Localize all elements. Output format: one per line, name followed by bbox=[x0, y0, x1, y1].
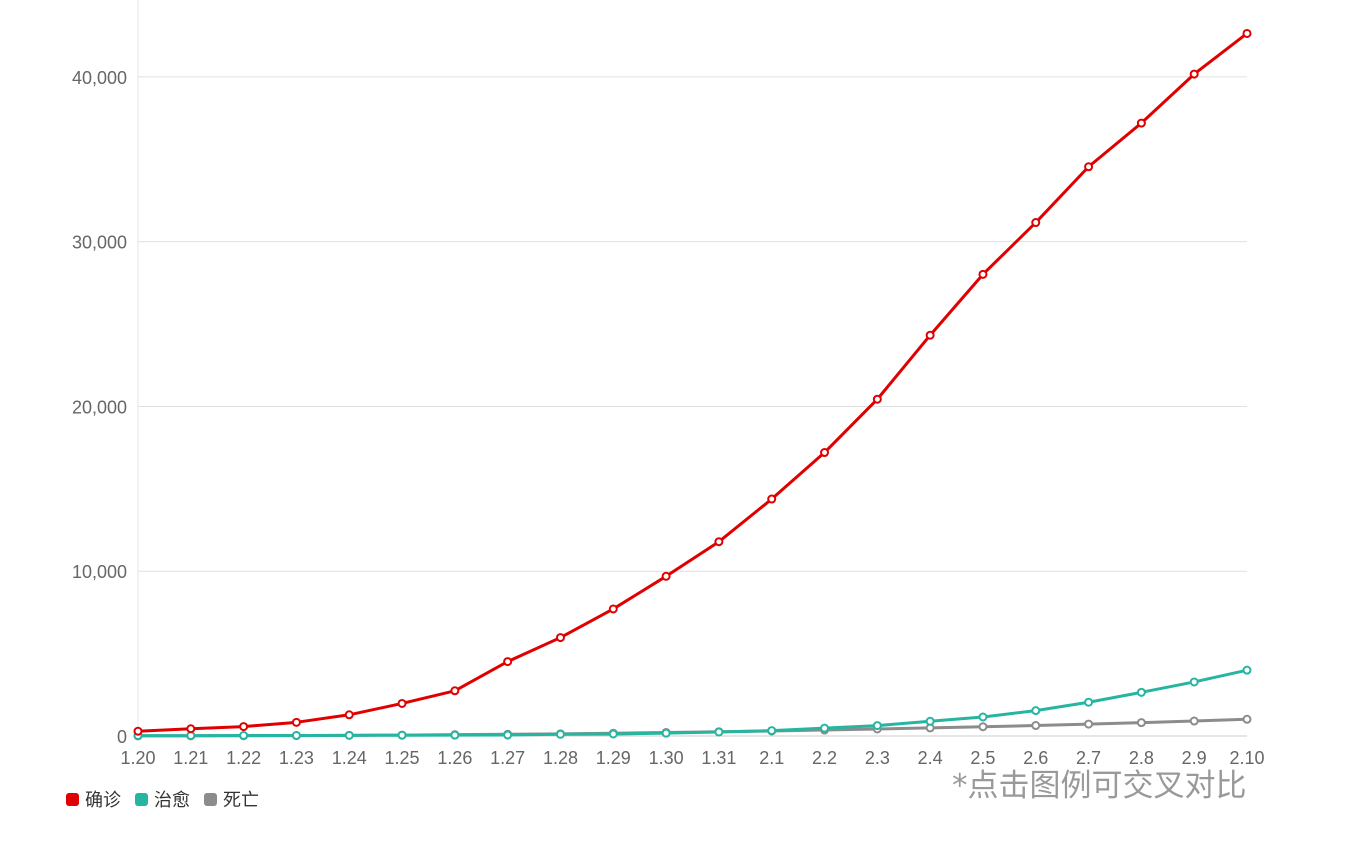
data-point bbox=[239, 731, 249, 741]
data-point bbox=[661, 571, 671, 581]
data-point bbox=[1189, 677, 1199, 687]
data-point bbox=[397, 698, 407, 708]
data-point bbox=[767, 494, 777, 504]
data-point bbox=[397, 730, 407, 740]
data-point bbox=[555, 729, 565, 739]
x-tick-label: 1.26 bbox=[437, 748, 472, 768]
series-line-1 bbox=[138, 668, 1248, 738]
data-point bbox=[291, 730, 301, 740]
x-tick-label: 1.27 bbox=[490, 748, 525, 768]
data-point bbox=[978, 712, 988, 722]
legend-item-cured[interactable]: 治愈 bbox=[135, 786, 190, 812]
data-point bbox=[344, 730, 354, 740]
legend-label-confirmed: 确诊 bbox=[85, 790, 121, 810]
data-point bbox=[1189, 716, 1199, 726]
data-point bbox=[608, 604, 618, 614]
data-point bbox=[503, 657, 513, 667]
series-line-0 bbox=[137, 32, 1248, 733]
data-point bbox=[978, 722, 988, 732]
data-point bbox=[872, 394, 882, 404]
legend-label-deaths: 死亡 bbox=[223, 790, 259, 810]
x-tick-label: 1.28 bbox=[543, 748, 578, 768]
data-point bbox=[872, 721, 882, 731]
data-point bbox=[1189, 69, 1199, 79]
x-tick-label: 1.30 bbox=[649, 748, 684, 768]
legend-item-deaths[interactable]: 死亡 bbox=[204, 786, 259, 812]
y-tick-label: 30,000 bbox=[72, 233, 127, 253]
data-point bbox=[1031, 706, 1041, 716]
x-tick-label: 1.24 bbox=[332, 748, 367, 768]
data-point bbox=[133, 726, 143, 736]
x-tick-label: 2.5 bbox=[970, 748, 995, 768]
x-tick-label: 1.23 bbox=[279, 748, 314, 768]
y-tick-label: 10,000 bbox=[72, 562, 127, 582]
legend-label-cured: 治愈 bbox=[154, 790, 190, 810]
x-tick-label: 2.9 bbox=[1182, 748, 1207, 768]
data-point bbox=[1031, 721, 1041, 731]
x-tick-label: 2.4 bbox=[918, 748, 943, 768]
data-point bbox=[1242, 28, 1252, 38]
x-tick-label: 2.3 bbox=[865, 748, 890, 768]
data-point bbox=[186, 724, 196, 734]
data-point bbox=[925, 330, 935, 340]
x-tick-label: 1.25 bbox=[385, 748, 420, 768]
data-point bbox=[1084, 162, 1094, 172]
data-point bbox=[450, 686, 460, 696]
data-point bbox=[291, 717, 301, 727]
x-tick-label: 2.2 bbox=[812, 748, 837, 768]
data-point bbox=[820, 723, 830, 733]
x-tick-label: 1.22 bbox=[226, 748, 261, 768]
legend-swatch-deaths bbox=[204, 792, 217, 806]
x-tick-label: 1.21 bbox=[173, 748, 208, 768]
x-tick-label: 1.29 bbox=[596, 748, 631, 768]
legend: 确诊 治愈 死亡 bbox=[66, 786, 259, 812]
data-point bbox=[925, 716, 935, 726]
data-point bbox=[978, 269, 988, 279]
data-point bbox=[503, 730, 513, 740]
data-point bbox=[1242, 714, 1252, 724]
data-point bbox=[714, 727, 724, 737]
data-point bbox=[1084, 719, 1094, 729]
x-tick-label: 2.1 bbox=[759, 748, 784, 768]
data-point bbox=[661, 728, 671, 738]
legend-item-confirmed[interactable]: 确诊 bbox=[66, 786, 121, 812]
data-point bbox=[239, 722, 249, 732]
data-point bbox=[714, 537, 724, 547]
y-tick-label: 40,000 bbox=[72, 68, 127, 88]
legend-swatch-cured bbox=[135, 792, 148, 806]
data-point bbox=[1136, 687, 1146, 697]
x-tick-label: 1.31 bbox=[701, 748, 736, 768]
x-tick-label: 1.20 bbox=[120, 748, 155, 768]
data-point bbox=[820, 448, 830, 458]
data-point bbox=[608, 729, 618, 739]
data-point bbox=[767, 726, 777, 736]
data-point bbox=[1031, 218, 1041, 228]
x-tick-label: 2.6 bbox=[1023, 748, 1048, 768]
data-point bbox=[555, 633, 565, 643]
data-point bbox=[1242, 665, 1252, 675]
x-tick-label: 2.8 bbox=[1129, 748, 1154, 768]
legend-swatch-confirmed bbox=[66, 792, 79, 806]
data-point bbox=[1084, 697, 1094, 707]
data-point bbox=[1136, 118, 1146, 128]
y-tick-label: 20,000 bbox=[72, 397, 127, 417]
legend-hint-note: *点击图例可交叉对比 bbox=[952, 768, 1247, 804]
y-tick-label: 0 bbox=[117, 727, 127, 747]
x-tick-label: 2.7 bbox=[1076, 748, 1101, 768]
data-point bbox=[344, 710, 354, 720]
data-point bbox=[1136, 718, 1146, 728]
data-point bbox=[450, 730, 460, 740]
x-tick-label: 2.10 bbox=[1229, 748, 1264, 768]
